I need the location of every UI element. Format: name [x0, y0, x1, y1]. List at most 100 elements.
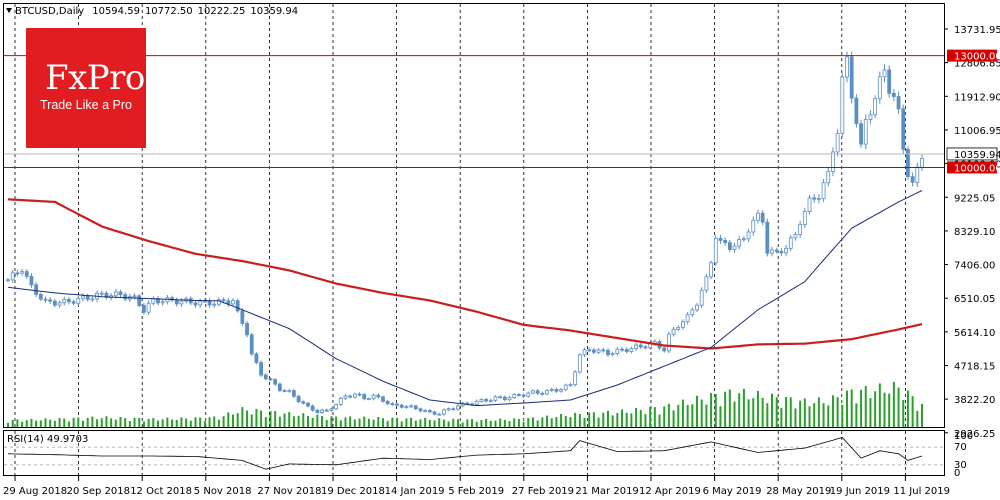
candle [367, 397, 371, 401]
volume-bar [827, 405, 830, 427]
volume-bar [292, 416, 295, 427]
rsi-level-lines [4, 446, 944, 466]
candle [549, 387, 554, 392]
volume-bar [100, 418, 103, 427]
candle [727, 239, 732, 253]
volume-bar [260, 410, 263, 427]
dropdown-triangle-icon[interactable] [6, 8, 12, 13]
candle [596, 348, 601, 355]
candle [507, 396, 512, 402]
x-tick-label: 19 Jun 2019 [830, 486, 890, 497]
candle [760, 210, 765, 226]
candle [554, 387, 559, 393]
volume-bar [700, 399, 703, 427]
volume-bar [630, 413, 633, 427]
candle [474, 399, 479, 407]
volume-bar [738, 393, 741, 427]
volume-bar [77, 417, 80, 427]
volume-bar [189, 420, 192, 427]
candle [306, 401, 310, 408]
candle [517, 392, 521, 397]
candle [212, 301, 217, 308]
candle [20, 268, 24, 276]
volume-bar [321, 416, 324, 427]
volume-bar [53, 420, 56, 427]
candle [235, 298, 240, 313]
volume-bar [569, 417, 572, 427]
volume-bar [288, 412, 291, 427]
candle [854, 94, 859, 128]
volume-bar [367, 418, 370, 427]
candle [634, 342, 638, 351]
candle [563, 383, 568, 391]
volume-bar [264, 417, 267, 427]
volume-bar [114, 419, 117, 427]
candle [231, 298, 235, 307]
candle [338, 396, 343, 407]
chart-header: BTCUSD,Daily 10594.59 10772.50 10222.25 1035… [15, 6, 298, 17]
candle [409, 404, 413, 409]
candle [479, 398, 484, 403]
candle [540, 391, 545, 396]
candle [896, 91, 901, 114]
volume-bar [21, 421, 24, 427]
volume-bar [536, 420, 539, 427]
candle [146, 300, 151, 315]
candle [296, 394, 301, 404]
candle [601, 347, 606, 353]
candle [38, 292, 43, 302]
volume-bar [433, 420, 436, 427]
volume-bar [316, 414, 319, 427]
candle [362, 393, 367, 401]
candle [709, 260, 713, 280]
volume-bar [391, 417, 394, 427]
candle [577, 353, 582, 374]
candle [629, 346, 634, 354]
volume-bar [911, 396, 914, 427]
candle [859, 119, 863, 148]
volume-bar [475, 421, 478, 427]
candle [732, 242, 737, 253]
volume-bar [517, 418, 520, 427]
candle [901, 104, 906, 154]
volume-bar [546, 415, 549, 427]
candle [746, 228, 751, 243]
volume-bar [428, 420, 431, 427]
volume-bar [208, 417, 211, 427]
x-tick-label: 21 Mar 2019 [575, 486, 638, 497]
volume-bar [302, 413, 305, 427]
volume-bar [489, 420, 492, 427]
volume-bar [330, 416, 333, 427]
volume-bar [222, 416, 225, 427]
volume-bar [583, 417, 586, 427]
price-tags: 13000.00 10000.00 10359.94 [946, 49, 1000, 174]
candle [67, 296, 71, 305]
volume-bar [424, 417, 427, 427]
volume-bar [274, 411, 277, 427]
y-tick-label: 12806.85 [954, 59, 1000, 70]
candle [301, 400, 306, 405]
volume-bar [236, 413, 239, 427]
volume-bar [728, 389, 731, 427]
candle [24, 268, 29, 279]
volume-bar [480, 420, 483, 427]
candle [488, 398, 493, 403]
candle [765, 218, 770, 257]
candle [310, 404, 315, 412]
candle [427, 409, 432, 414]
svg-text:10000.00: 10000.00 [954, 163, 1000, 174]
candle [535, 389, 540, 396]
y-tick-label: 2926.25 [954, 429, 995, 440]
candle [638, 342, 643, 350]
volume-bar [522, 421, 525, 427]
volume-bar [335, 416, 338, 427]
candle [498, 395, 503, 399]
volume-bar [756, 391, 759, 427]
candle [802, 207, 807, 229]
candle [48, 296, 53, 305]
volume-bar [597, 417, 600, 427]
volume-bar [25, 420, 28, 427]
volume-bar [855, 403, 858, 427]
candle [76, 295, 81, 307]
